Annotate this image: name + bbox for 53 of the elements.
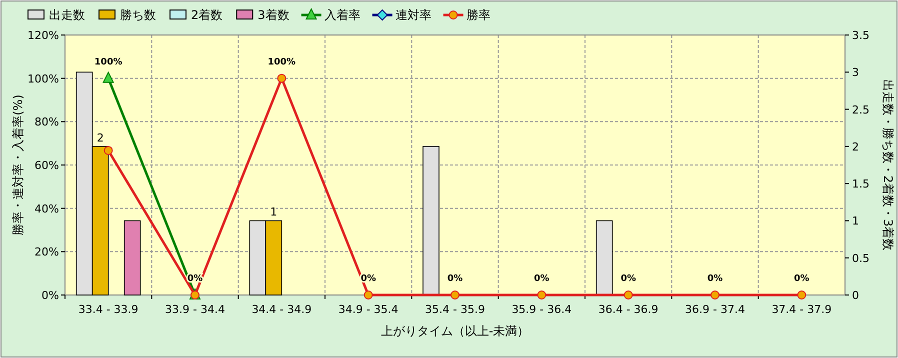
x-tick-label: 33.4 - 33.9 [78, 303, 138, 316]
point [364, 290, 373, 300]
x-axis-title: 上がりタイム（以上-未満） [380, 324, 530, 338]
y-tick-label: 80% [34, 116, 59, 129]
y2-tick-label: 2.5 [852, 103, 870, 116]
legend-label: 入着率 [324, 8, 360, 22]
data-label: 2 [96, 131, 104, 144]
y-tick-label: 20% [34, 246, 59, 259]
data-label: 100% [94, 57, 122, 68]
x-tick-label: 34.4 - 34.9 [252, 303, 312, 316]
y2-tick-label: 0.5 [852, 252, 870, 265]
bar [596, 220, 613, 296]
y2-tick-label: 1.5 [852, 178, 870, 191]
point [710, 290, 720, 300]
x-tick-label: 34.9 - 35.4 [338, 303, 398, 316]
y-tick-label: 120% [28, 29, 59, 42]
y-axis-title: 勝率・連対率・入着率(%) [11, 94, 25, 236]
bar [422, 146, 440, 296]
y-tick-label: 60% [34, 159, 59, 172]
point [450, 290, 460, 300]
legend-label: 3着数 [258, 8, 290, 22]
legend-label: 勝率 [466, 8, 490, 22]
data-label: 1 [270, 206, 278, 219]
y2-tick-label: 3 [852, 66, 859, 80]
legend-label: 連対率 [395, 8, 432, 22]
x-tick-label: 35.4 - 35.9 [425, 303, 485, 316]
y2-axis-title: 出走数・勝ち数・2着数・3着数 [881, 79, 895, 251]
y2-tick-label: 3.5 [852, 29, 870, 42]
data-label: 0% [620, 274, 636, 284]
data-label: 100% [268, 57, 296, 68]
data-label: 0% [534, 274, 550, 284]
point [624, 290, 633, 300]
data-label: 0% [707, 274, 723, 284]
data-label: 0% [447, 274, 463, 284]
legend-label: 出走数 [49, 8, 85, 22]
y-tick-label: 0% [42, 289, 59, 302]
y-tick-label: 40% [34, 202, 59, 216]
point [277, 74, 286, 83]
y2-tick-label: 2 [852, 140, 859, 154]
point [104, 146, 113, 155]
point [537, 290, 546, 300]
legend-label: 2着数 [191, 8, 223, 22]
x-tick-label: 37.4 - 37.9 [772, 303, 832, 316]
legend-label: 勝ち数 [120, 8, 156, 22]
point [797, 290, 806, 300]
y2-tick-label: 0 [852, 289, 859, 302]
data-label: 0% [794, 274, 810, 284]
y2-tick-label: 1 [852, 214, 859, 228]
x-tick-label: 33.9 - 34.4 [165, 303, 225, 316]
y-tick-label: 100% [28, 72, 59, 86]
x-tick-label: 36.9 - 37.4 [685, 303, 745, 316]
x-tick-label: 35.9 - 36.4 [512, 303, 572, 316]
x-tick-label: 36.4 - 36.9 [598, 303, 658, 316]
